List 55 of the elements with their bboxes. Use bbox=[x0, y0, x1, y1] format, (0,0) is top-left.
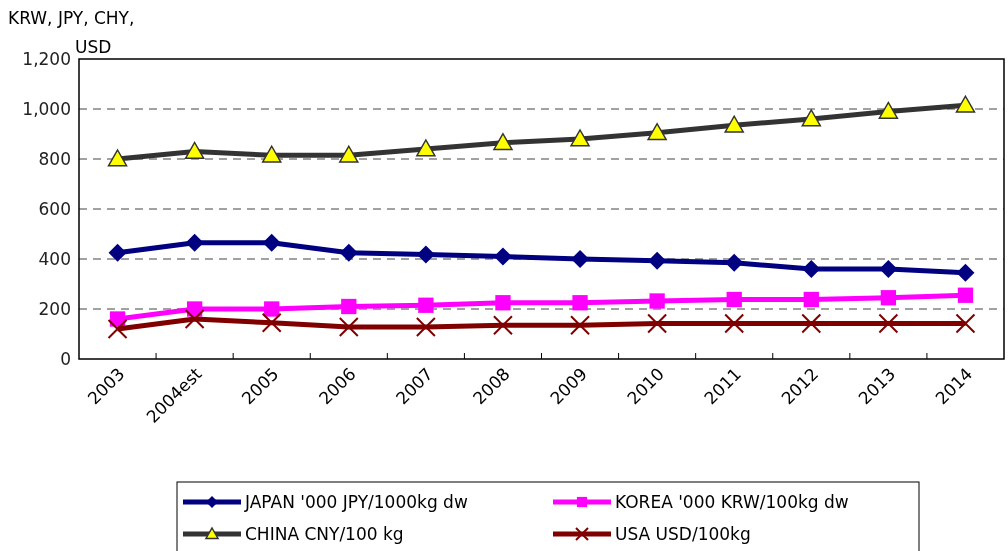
point bbox=[416, 139, 436, 157]
point bbox=[185, 233, 204, 252]
point bbox=[957, 287, 974, 303]
point bbox=[339, 243, 358, 262]
point bbox=[415, 317, 436, 337]
y-tick-label: 1,000 bbox=[22, 98, 71, 119]
point bbox=[725, 253, 744, 272]
point bbox=[107, 319, 128, 339]
y-tick-label: 800 bbox=[38, 148, 71, 169]
y-tick-label: 400 bbox=[38, 248, 71, 269]
point bbox=[570, 315, 591, 336]
point bbox=[261, 145, 282, 163]
point bbox=[570, 129, 590, 147]
point bbox=[879, 260, 898, 278]
point bbox=[803, 291, 819, 308]
point bbox=[878, 313, 899, 334]
point bbox=[262, 233, 281, 252]
point bbox=[495, 295, 511, 311]
point bbox=[649, 293, 665, 309]
point bbox=[955, 313, 976, 334]
point bbox=[261, 312, 282, 333]
point bbox=[724, 313, 745, 334]
point bbox=[418, 297, 434, 313]
point bbox=[184, 141, 205, 159]
point bbox=[726, 291, 742, 308]
point bbox=[572, 295, 588, 311]
point bbox=[339, 145, 359, 163]
point bbox=[878, 101, 899, 119]
point bbox=[107, 149, 128, 167]
point bbox=[264, 301, 280, 317]
point bbox=[493, 133, 513, 151]
point bbox=[724, 115, 744, 133]
y-tick-label: 600 bbox=[38, 198, 71, 219]
point bbox=[416, 245, 435, 264]
point bbox=[955, 95, 976, 113]
point bbox=[880, 290, 897, 306]
point bbox=[648, 251, 667, 270]
point bbox=[341, 298, 357, 315]
point bbox=[338, 317, 359, 337]
point bbox=[108, 243, 127, 262]
y-tick-label: 200 bbox=[38, 298, 71, 319]
point bbox=[647, 313, 668, 334]
legend-label: JAPAN '000 JPY/1000kg dw bbox=[244, 491, 468, 512]
y-tick-label: 0 bbox=[60, 348, 71, 369]
point bbox=[956, 263, 975, 282]
legend-label: CHINA CNY/100 kg bbox=[245, 523, 404, 544]
point bbox=[801, 109, 822, 127]
point bbox=[802, 260, 821, 278]
point bbox=[493, 247, 512, 266]
legend-label: USA USD/100kg bbox=[615, 523, 751, 544]
point bbox=[184, 309, 205, 329]
point bbox=[647, 123, 667, 141]
point bbox=[801, 313, 822, 334]
point bbox=[492, 315, 513, 336]
legend-label: KOREA '000 KRW/100kg dw bbox=[615, 491, 849, 512]
